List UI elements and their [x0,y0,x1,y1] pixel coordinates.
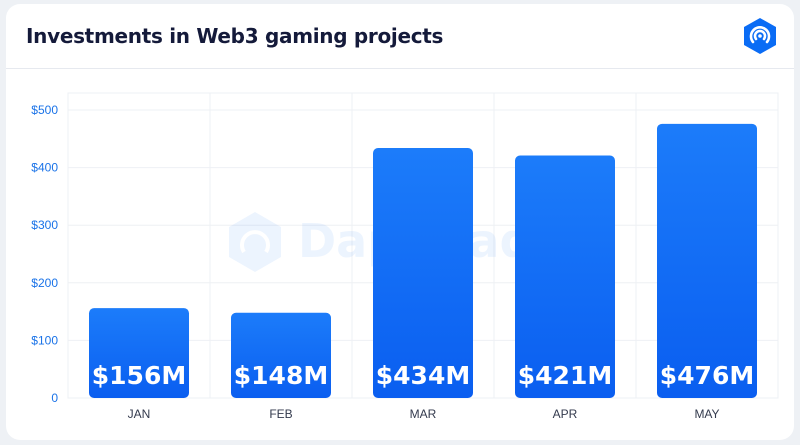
header-divider [6,68,794,69]
x-tick-label: MAY [694,407,719,421]
bar-mar [373,148,473,398]
dappradar-logo-icon [744,18,776,54]
x-tick-label: FEB [269,407,292,421]
bar-jan [89,308,189,398]
chart-title: Investments in Web3 gaming projects [26,24,444,48]
data-label: $476M [660,361,754,390]
bar-may [657,123,757,398]
y-tick-label: $300 [31,218,58,232]
data-label: $421M [518,361,612,390]
x-tick-label: MAR [410,407,437,421]
y-tick-label: $100 [31,333,58,347]
x-tick-label: JAN [128,407,151,421]
bar-feb [231,312,331,398]
data-label: $156M [92,361,186,390]
data-label: $148M [234,361,328,390]
y-tick-label: $500 [31,103,58,117]
y-tick-label: $200 [31,276,58,290]
x-tick-label: APR [553,407,578,421]
y-tick-label: 0 [51,391,58,405]
bar-apr [515,155,615,398]
data-label: $434M [376,361,470,390]
y-tick-label: $400 [31,161,58,175]
